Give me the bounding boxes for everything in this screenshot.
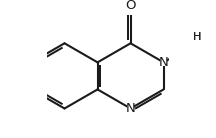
Bar (127, 1, 134, 9)
Text: O: O (125, 0, 136, 12)
Bar (127, 104, 134, 112)
Text: H: H (192, 32, 201, 42)
Bar (160, 58, 167, 66)
Text: H: H (192, 32, 201, 42)
Text: N: N (159, 56, 168, 69)
Bar (194, 35, 199, 40)
Text: N: N (126, 102, 135, 115)
Bar (193, 39, 200, 47)
